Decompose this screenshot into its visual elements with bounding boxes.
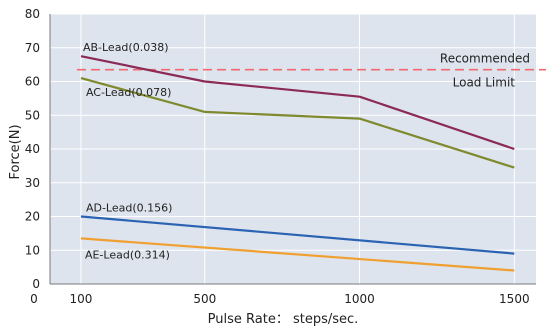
x-tick-label-500: 500 [193, 292, 216, 306]
y-tick-label-30: 30 [25, 176, 40, 190]
series-label-ac-lead: AC-Lead(0.078) [86, 86, 171, 99]
y-tick-label-0: 0 [32, 277, 40, 291]
x-axis-title: Pulse Rate： steps/sec. [208, 312, 359, 327]
tick-labels: 0 10 20 30 40 50 60 70 80 0 100 500 1000 1500 [25, 7, 530, 306]
x-tick-label-1500: 1500 [499, 292, 530, 306]
series-line-ac-lead [80, 77, 515, 169]
reference-label-line1: Recommended [440, 52, 530, 66]
reference-label-line2: Load Limit [453, 76, 516, 90]
series-label-ad-lead: AD-Lead(0.156) [86, 202, 172, 215]
y-tick-label-10: 10 [25, 243, 40, 257]
series-label-ae-lead: AE-Lead(0.314) [85, 248, 170, 261]
series-label-ab-lead: AB-Lead(0.038) [83, 41, 169, 54]
y-axis-title: Force(N) [8, 124, 23, 179]
series-line-ad-lead [80, 215, 515, 255]
y-tick-label-80: 80 [25, 7, 40, 21]
x-tick-label-1000: 1000 [344, 292, 375, 306]
y-tick-label-20: 20 [25, 210, 40, 224]
x-tick-label-100: 100 [70, 292, 93, 306]
y-tick-label-60: 60 [25, 75, 40, 89]
reference-line-group: Recommended Load Limit [77, 52, 546, 90]
x-tick-label-0: 0 [30, 292, 38, 306]
y-tick-label-50: 50 [25, 108, 40, 122]
y-tick-label-40: 40 [25, 142, 40, 156]
axes [49, 14, 536, 285]
series-lines [80, 55, 515, 272]
series-labels: AB-Lead(0.038) AC-Lead(0.078) AD-Lead(0.… [83, 41, 172, 261]
series-line-ab-lead [80, 55, 515, 151]
grid-lines [50, 13, 536, 284]
series-line-ae-lead [80, 237, 515, 272]
y-tick-label-70: 70 [25, 41, 40, 55]
